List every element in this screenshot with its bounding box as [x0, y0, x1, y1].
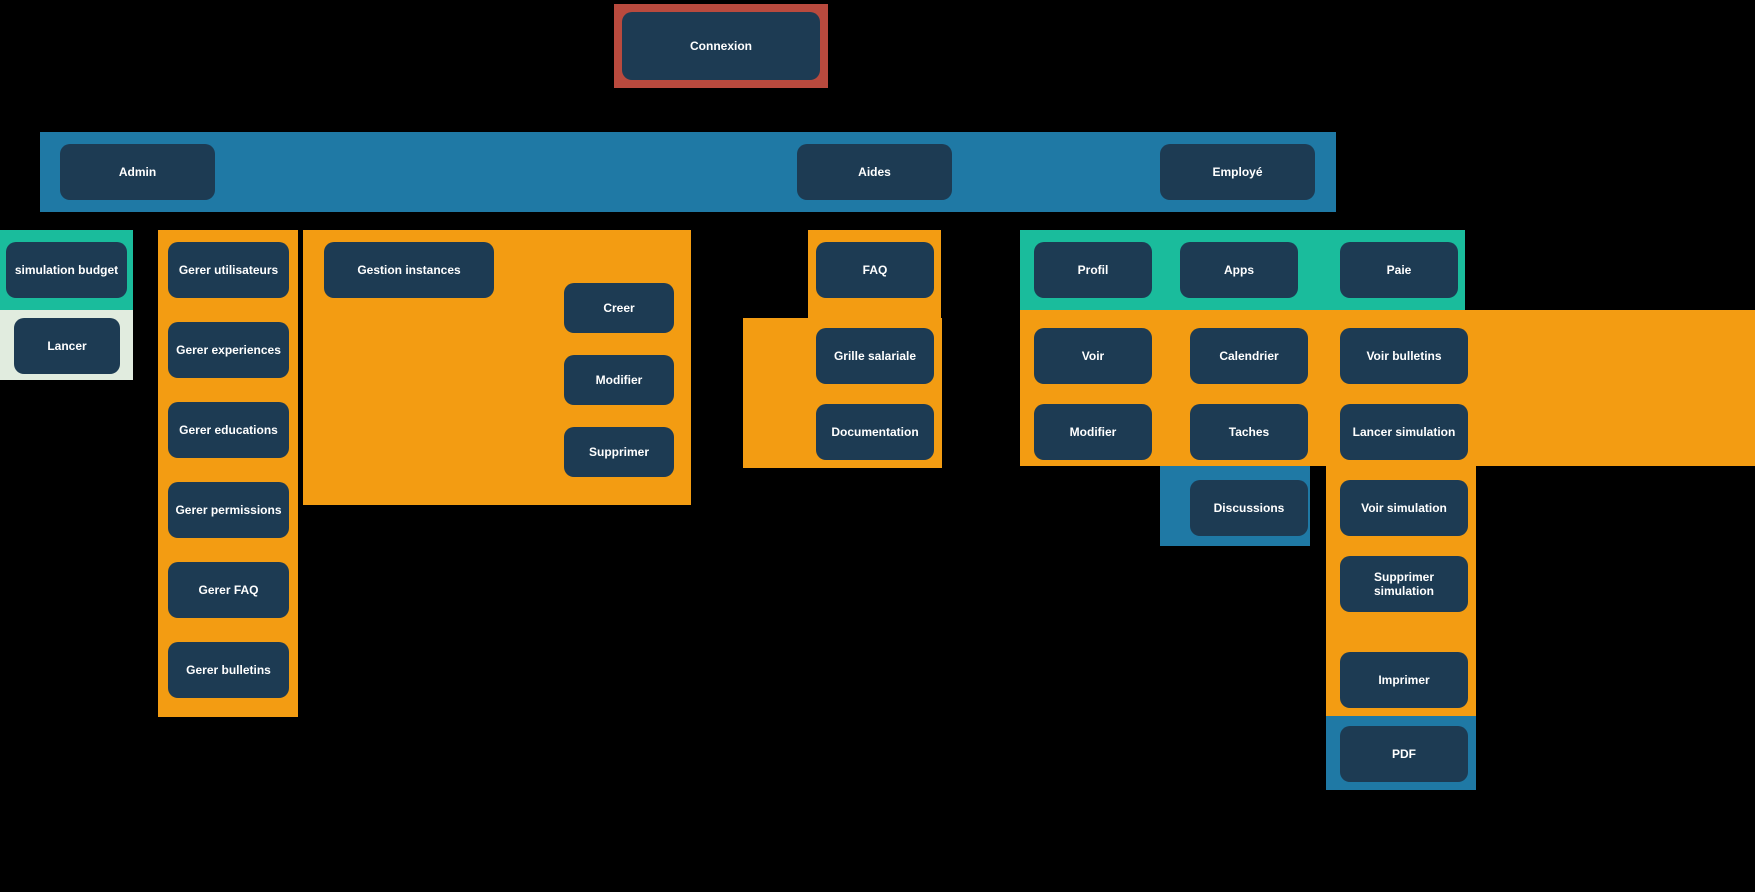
node-tach: Taches — [1190, 404, 1308, 460]
node-suppr: Supprimer — [564, 427, 674, 477]
node-disc: Discussions — [1190, 480, 1308, 536]
node-gp: Gerer permissions — [168, 482, 289, 538]
node-apps: Apps — [1180, 242, 1298, 298]
node-simbudget: simulation budget — [6, 242, 127, 298]
node-gf: Gerer FAQ — [168, 562, 289, 618]
node-docs: Documentation — [816, 404, 934, 460]
node-gu: Gerer utilisateurs — [168, 242, 289, 298]
node-ls: Lancer simulation — [1340, 404, 1468, 460]
node-ge: Gerer experiences — [168, 322, 289, 378]
node-connexion: Connexion — [622, 12, 820, 80]
node-profil: Profil — [1034, 242, 1152, 298]
node-gb: Gerer bulletins — [168, 642, 289, 698]
node-vs: Voir simulation — [1340, 480, 1468, 536]
node-employe: Employé — [1160, 144, 1315, 200]
node-ss: Supprimer simulation — [1340, 556, 1468, 612]
node-ged: Gerer educations — [168, 402, 289, 458]
node-faq: FAQ — [816, 242, 934, 298]
node-modif2: Modifier — [1034, 404, 1152, 460]
node-modif: Modifier — [564, 355, 674, 405]
node-ginst: Gestion instances — [324, 242, 494, 298]
node-aides: Aides — [797, 144, 952, 200]
node-pdf: PDF — [1340, 726, 1468, 782]
node-creer: Creer — [564, 283, 674, 333]
node-cal: Calendrier — [1190, 328, 1308, 384]
node-vb: Voir bulletins — [1340, 328, 1468, 384]
node-grille: Grille salariale — [816, 328, 934, 384]
node-admin: Admin — [60, 144, 215, 200]
node-lancer: Lancer — [14, 318, 120, 374]
node-paie: Paie — [1340, 242, 1458, 298]
node-imp: Imprimer — [1340, 652, 1468, 708]
container-c-roles — [40, 132, 1336, 212]
node-voir: Voir — [1034, 328, 1152, 384]
